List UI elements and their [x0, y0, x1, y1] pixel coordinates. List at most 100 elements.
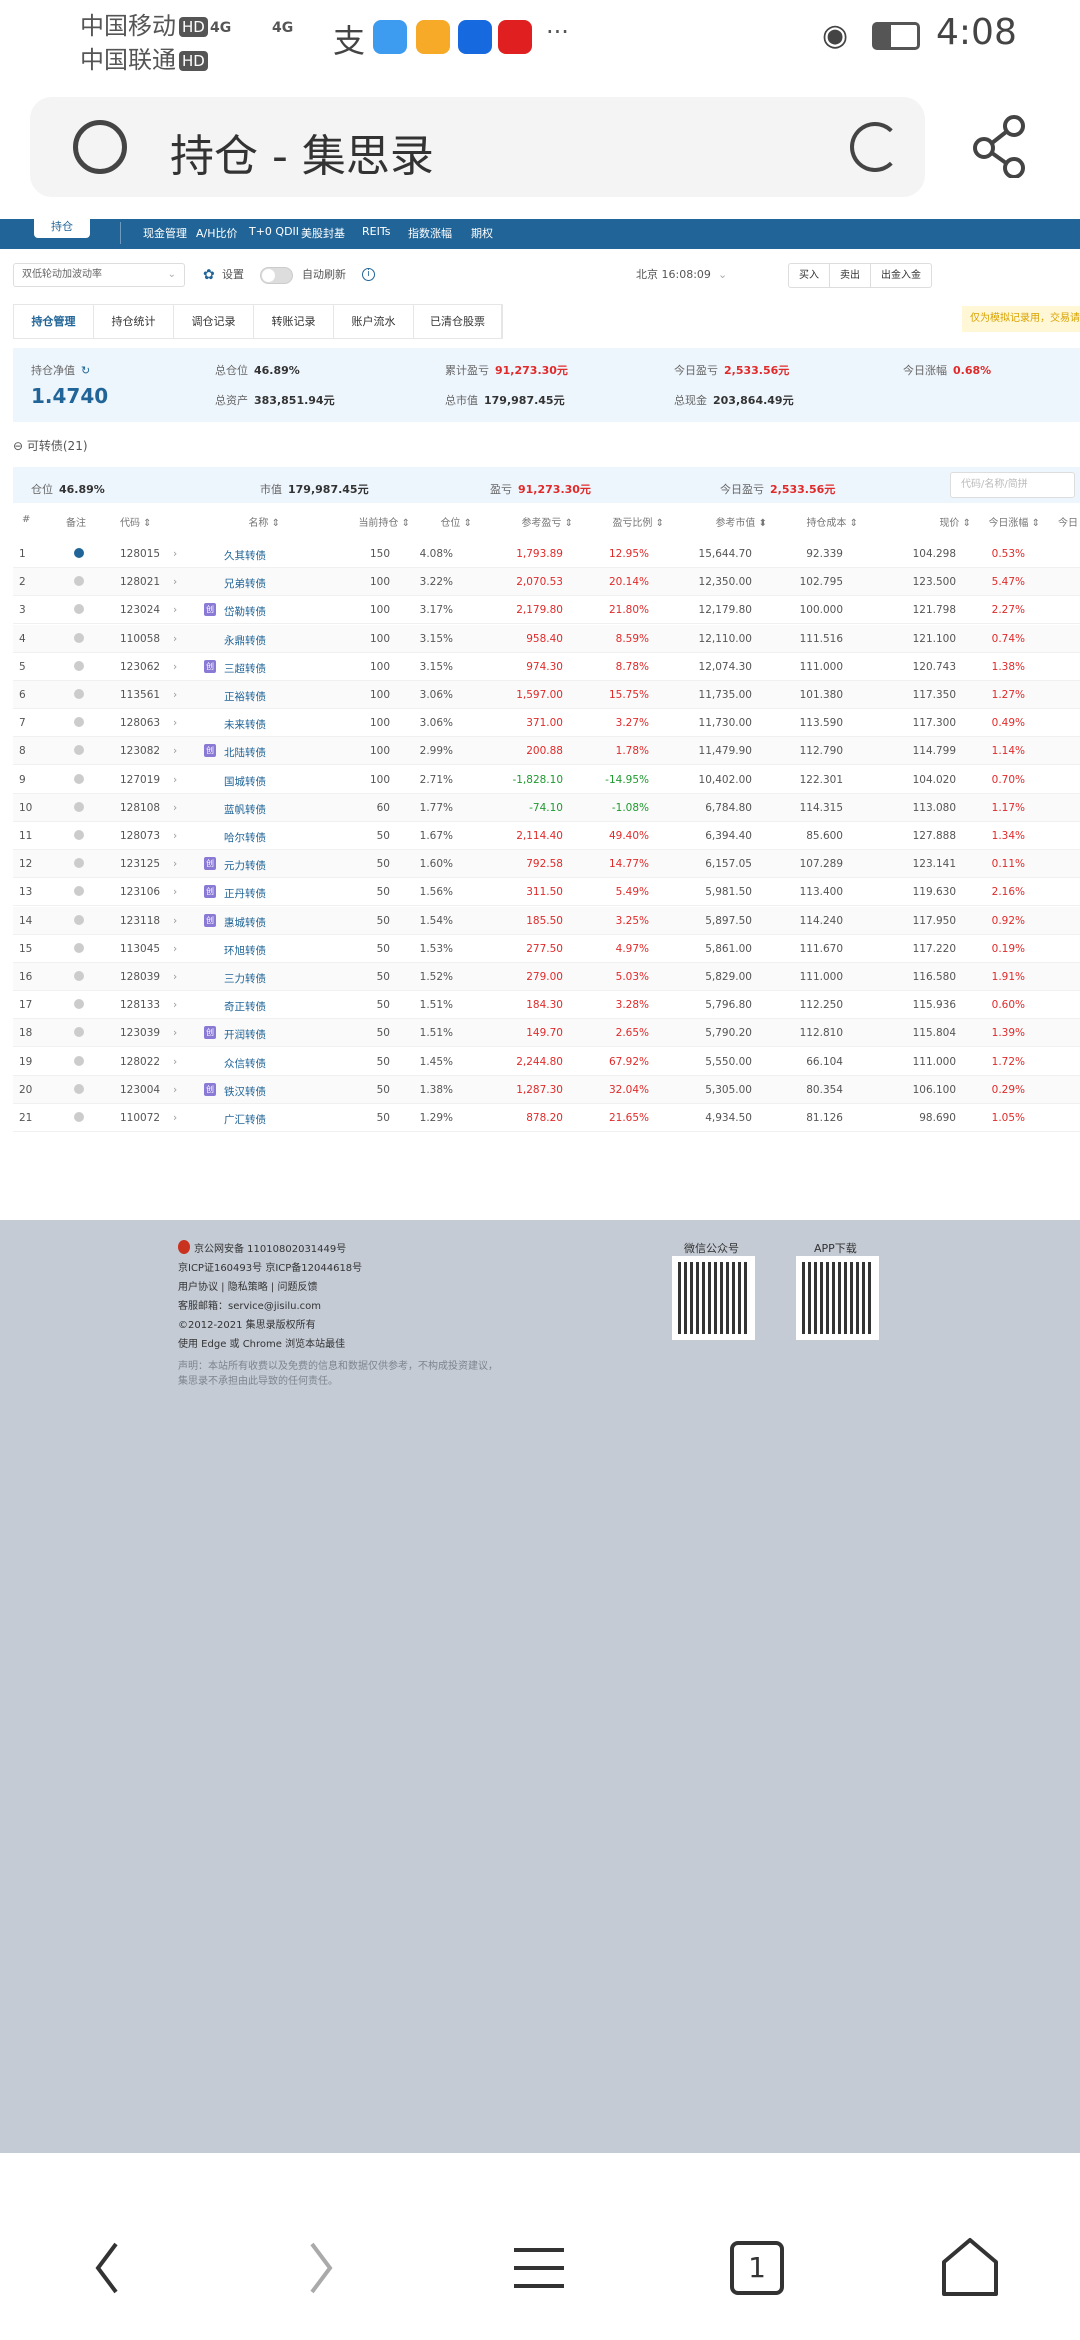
tab-closed-positions[interactable]: 已清仓股票 [414, 305, 502, 338]
bond-code[interactable]: 113045 [120, 942, 161, 955]
bond-name[interactable]: 奇正转债 [224, 1001, 266, 1014]
chevron-right-icon[interactable]: › [173, 942, 178, 955]
nav-item[interactable]: 现金管理 [143, 227, 187, 240]
column-header[interactable]: 当前持仓 ⇕ [358, 518, 410, 529]
chevron-right-icon[interactable]: › [173, 914, 178, 927]
note-info-icon[interactable] [74, 1083, 84, 1094]
note-info-icon[interactable] [74, 1027, 84, 1038]
bond-name[interactable]: 元力转债 [224, 860, 266, 873]
table-row[interactable]: 17 128133 › 奇正转债 50 1.51% 184.30 3.28% 5,796.80 1… [13, 991, 1080, 1020]
chevron-right-icon[interactable]: › [173, 830, 178, 842]
chevron-right-icon[interactable]: › [173, 689, 178, 701]
note-info-icon[interactable] [74, 999, 84, 1010]
chevron-right-icon[interactable]: › [173, 1083, 178, 1096]
bond-code[interactable]: 123125 [120, 858, 161, 871]
bond-code[interactable]: 128073 [120, 830, 161, 842]
bond-name[interactable]: 兄弟转债 [224, 578, 266, 591]
column-header[interactable]: 现价 ⇕ [939, 518, 971, 529]
note-info-icon[interactable] [74, 689, 84, 699]
note-info-icon[interactable] [74, 1112, 84, 1122]
column-header[interactable]: 名称 ⇕ [248, 518, 280, 529]
note-info-icon[interactable] [74, 717, 84, 728]
note-info-icon[interactable] [74, 1055, 84, 1066]
table-row[interactable]: 19 128022 › 众信转债 50 1.45% 2,244.80 67.92% 5,550.… [13, 1048, 1080, 1076]
chevron-right-icon[interactable]: › [173, 971, 178, 983]
bond-code[interactable]: 110072 [120, 1112, 161, 1124]
chevron-right-icon[interactable]: › [173, 717, 178, 730]
nav-item[interactable]: REITs [362, 225, 391, 238]
bond-name[interactable]: 岱勒转债 [224, 606, 266, 619]
table-row[interactable]: 18 123039 › 创开润转债 50 1.51% 149.70 2.65% 5,790.20… [13, 1019, 1080, 1048]
table-row[interactable]: 14 123118 › 创惠城转债 50 1.54% 185.50 3.25% 5,897.50… [13, 906, 1080, 935]
column-header[interactable]: 参考市值 ⬍ [715, 518, 767, 529]
table-row[interactable]: 2 128021 › 兄弟转债 100 3.22% 2,070.53 20.14% 12,350… [13, 568, 1080, 597]
tab-holdings-management[interactable]: 持仓管理 [14, 305, 94, 338]
buy-button[interactable]: 买入 [789, 264, 830, 287]
chevron-right-icon[interactable]: › [173, 801, 178, 814]
bond-code[interactable]: 123106 [120, 886, 161, 899]
column-header[interactable]: 仓位 ⇕ [440, 518, 472, 529]
note-info-icon[interactable] [74, 660, 84, 671]
note-info-icon[interactable] [74, 914, 84, 925]
tabs-button[interactable]: 1 [730, 2241, 784, 2295]
address-bar[interactable] [30, 97, 925, 197]
table-row[interactable]: 13 123106 › 创正丹转债 50 1.56% 311.50 5.49% 5,981.50… [13, 878, 1080, 907]
bond-name[interactable]: 永鼎转债 [224, 634, 266, 647]
table-row[interactable]: 12 123125 › 创元力转债 50 1.60% 792.58 14.77% 6,157.0… [13, 850, 1080, 879]
nav-item[interactable]: 美股封基 [301, 227, 345, 240]
bond-code[interactable]: 128021 [120, 576, 161, 589]
note-info-icon[interactable] [74, 632, 84, 643]
bond-code[interactable]: 128022 [120, 1055, 161, 1068]
column-header[interactable]: 参考盈亏 ⇕ [521, 518, 573, 529]
column-header[interactable]: 盈亏比例 ⇕ [612, 518, 664, 529]
tab-holdings-stats[interactable]: 持仓统计 [94, 305, 174, 338]
refresh-icon[interactable]: ↻ [81, 364, 91, 377]
tab-transfer-records[interactable]: 转账记录 [254, 305, 334, 338]
bond-name[interactable]: 正裕转债 [224, 691, 266, 703]
column-header[interactable]: 持仓成本 ⇕ [806, 518, 858, 529]
chevron-right-icon[interactable]: › [173, 604, 178, 617]
bond-code[interactable]: 128133 [120, 999, 161, 1012]
auto-refresh-toggle[interactable] [260, 267, 293, 284]
note-info-icon[interactable] [74, 576, 84, 587]
bond-name[interactable]: 国城转债 [224, 775, 266, 788]
nav-item[interactable]: T+0 QDII [249, 225, 300, 238]
info-icon[interactable]: i [362, 268, 375, 281]
chevron-right-icon[interactable]: › [173, 773, 178, 786]
footer-links[interactable]: 用户协议 | 隐私策略 | 问题反馈 [178, 1282, 318, 1293]
table-row[interactable]: 6 113561 › 正裕转债 100 3.06% 1,597.00 15.75% 11,735… [13, 681, 1080, 709]
chevron-right-icon[interactable]: › [173, 1112, 178, 1124]
nav-tab-holdings[interactable]: 持仓 [34, 210, 90, 238]
table-row[interactable]: 15 113045 › 环旭转债 50 1.53% 277.50 4.97% 5,861.00 1… [13, 935, 1080, 963]
settings-button[interactable]: 设置 [222, 268, 244, 281]
sell-button[interactable]: 卖出 [830, 264, 871, 287]
note-info-icon[interactable] [74, 830, 84, 840]
chevron-right-icon[interactable]: › [173, 858, 178, 871]
table-row[interactable]: 9 127019 › 国城转债 100 2.71% -1,828.10 -14.95% 10,4… [13, 766, 1080, 794]
gear-icon[interactable]: ✿ [203, 267, 215, 283]
table-row[interactable]: 4 110058 › 永鼎转债 100 3.15% 958.40 8.59% 12,110.00… [13, 624, 1080, 653]
bond-code[interactable]: 123039 [120, 1027, 161, 1040]
table-row[interactable]: 10 128108 › 蓝帆转债 60 1.77% -74.10 -1.08% 6,784.80… [13, 793, 1080, 822]
note-info-icon[interactable] [74, 604, 84, 615]
bond-name[interactable]: 环旭转债 [224, 944, 266, 957]
bond-code[interactable]: 123004 [120, 1083, 161, 1096]
beijing-time[interactable]: 北京 16:08:09 [636, 268, 711, 281]
bond-name[interactable]: 哈尔转债 [224, 832, 266, 844]
bond-code[interactable]: 127019 [120, 773, 161, 786]
bond-name[interactable]: 铁汉转债 [224, 1085, 266, 1098]
bond-code[interactable]: 128108 [120, 801, 161, 814]
table-row[interactable]: 20 123004 › 创铁汉转债 50 1.38% 1,287.30 32.04% 5,305… [13, 1075, 1080, 1104]
nav-item[interactable]: 期权 [471, 227, 493, 240]
bond-name[interactable]: 开润转债 [224, 1029, 266, 1042]
chevron-right-icon[interactable]: › [173, 1055, 178, 1068]
chevron-right-icon[interactable]: › [173, 660, 178, 673]
nav-item[interactable]: 指数涨幅 [408, 227, 452, 240]
refresh-icon[interactable] [850, 122, 900, 172]
bond-name[interactable]: 广汇转债 [224, 1114, 266, 1126]
note-info-icon[interactable] [74, 801, 84, 812]
chevron-right-icon[interactable]: › [173, 745, 178, 758]
column-header[interactable]: 代码 ⇕ [120, 518, 152, 529]
bond-code[interactable]: 123118 [120, 914, 161, 927]
note-info-icon[interactable] [74, 886, 84, 897]
